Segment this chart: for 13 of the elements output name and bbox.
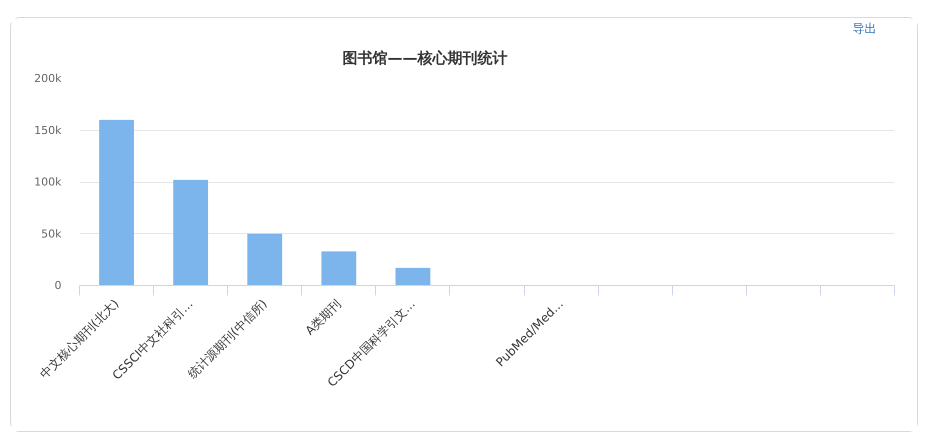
text: 导出 [852, 22, 876, 36]
y-tick-label: 100k [34, 176, 62, 188]
x-tick-label: A类期刊 [302, 296, 344, 338]
chart-title: 图书馆——核心期刊统计 [342, 49, 508, 67]
y-tick-label: 50k [41, 227, 62, 240]
bar [396, 268, 430, 286]
bar [173, 180, 208, 286]
bar [321, 251, 356, 286]
y-tick-label: 200k [34, 72, 62, 85]
bar [99, 120, 134, 286]
y-tick-label: 150k [34, 124, 62, 137]
bar [247, 234, 282, 286]
y-tick-label: 0 [54, 279, 62, 292]
